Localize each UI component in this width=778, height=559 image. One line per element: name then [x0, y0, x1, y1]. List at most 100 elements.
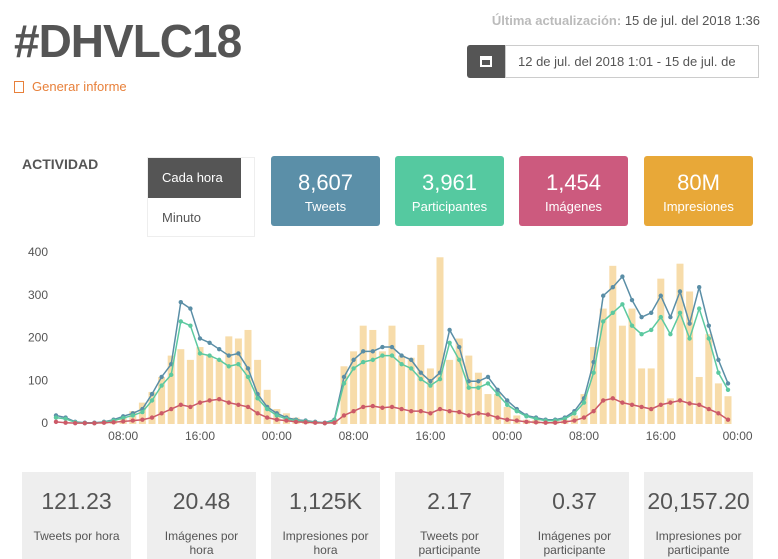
point: [591, 408, 596, 414]
point: [53, 419, 59, 425]
point: [409, 357, 414, 363]
point: [725, 387, 731, 392]
stat-card: 20,157.20 Impresiones por participante: [644, 472, 753, 559]
point: [725, 381, 731, 386]
point: [351, 357, 356, 363]
point: [658, 293, 663, 298]
bar: [590, 347, 598, 424]
point: [716, 370, 721, 375]
point: [447, 340, 452, 345]
point: [159, 411, 164, 416]
point: [236, 351, 241, 356]
bar: [705, 334, 713, 424]
point: [111, 420, 116, 425]
bar: [714, 383, 722, 424]
point: [428, 383, 433, 388]
point: [533, 416, 539, 422]
toggle-option[interactable]: Cada hora: [148, 158, 241, 198]
point: [716, 357, 721, 363]
point: [217, 346, 222, 352]
point: [236, 402, 241, 407]
point: [217, 357, 222, 363]
point: [457, 344, 462, 350]
point: [121, 419, 126, 424]
point: [697, 285, 702, 290]
point: [485, 412, 491, 417]
point: [380, 405, 385, 410]
date-range-input[interactable]: 12 de jul. del 2018 1:01 - 15 de jul. de: [505, 45, 759, 78]
point: [697, 402, 702, 407]
title: #DHVLC18: [14, 15, 242, 67]
bar: [686, 291, 694, 424]
point: [313, 420, 318, 425]
point: [649, 327, 654, 333]
point: [418, 376, 423, 382]
point: [226, 400, 231, 405]
point: [332, 420, 337, 425]
bar: [484, 394, 492, 424]
point: [495, 391, 500, 397]
point: [389, 344, 395, 350]
x-tick-label: 00:00: [262, 429, 292, 443]
point: [466, 413, 471, 418]
point: [505, 402, 510, 407]
report-label[interactable]: Generar informe: [32, 79, 127, 94]
point: [437, 376, 443, 382]
point: [601, 319, 606, 324]
point: [274, 413, 279, 418]
bar: [206, 355, 214, 424]
point: [149, 398, 155, 403]
kpi-label: Imágenes: [544, 199, 603, 214]
update-value: 15 de jul. del 2018 1:36: [624, 13, 760, 28]
point: [639, 332, 644, 337]
point: [178, 402, 183, 407]
toggle-option[interactable]: Minuto: [162, 210, 202, 225]
point: [351, 366, 356, 371]
bar: [359, 325, 367, 424]
point: [159, 383, 164, 388]
stat-value: 0.37: [552, 488, 597, 514]
point: [207, 353, 212, 358]
bar: [398, 355, 406, 424]
point: [341, 374, 347, 380]
point: [649, 406, 654, 412]
stat-label: Imágenes por hora: [164, 529, 239, 557]
point: [677, 289, 683, 294]
point: [245, 404, 251, 410]
bar: [666, 398, 674, 424]
point: [188, 404, 193, 410]
point: [620, 274, 625, 279]
point: [226, 364, 231, 369]
point: [409, 408, 414, 414]
stat-label: Tweets por hora: [33, 529, 120, 543]
point: [140, 417, 145, 422]
point: [533, 420, 539, 425]
point: [485, 381, 491, 386]
calendar-button[interactable]: [467, 45, 505, 78]
stat-card: 121.23 Tweets por hora: [22, 472, 131, 559]
report-link[interactable]: Generar informe: [14, 79, 127, 94]
point: [639, 404, 644, 410]
granularity-toggle: Cada hora Minuto: [147, 157, 255, 237]
point: [226, 353, 231, 358]
stat-label: Imágenes por participante: [537, 529, 612, 557]
point: [399, 361, 404, 367]
point: [178, 319, 183, 324]
point: [476, 379, 481, 384]
point: [706, 323, 711, 328]
bar: [369, 329, 377, 424]
point: [437, 406, 443, 412]
point: [245, 374, 251, 380]
bar: [177, 349, 185, 424]
bar: [234, 338, 242, 424]
point: [322, 420, 327, 426]
point: [553, 420, 558, 425]
point: [130, 418, 135, 423]
stat-card: 20.48 Imágenes por hora: [147, 472, 256, 559]
x-tick-label: 16:00: [646, 429, 676, 443]
point: [610, 396, 615, 401]
bar: [618, 325, 626, 424]
point: [677, 398, 683, 403]
y-tick-label: 200: [28, 331, 48, 345]
